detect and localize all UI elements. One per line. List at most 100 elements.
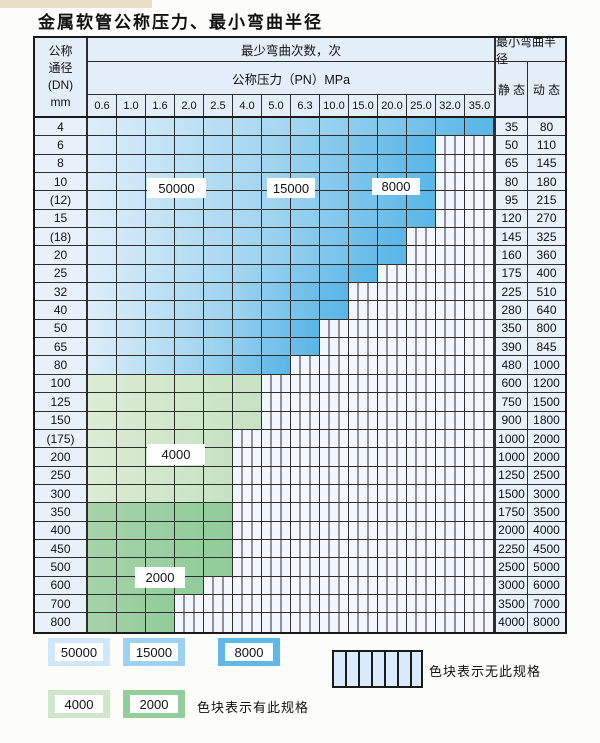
- static-radius-cell: 3000: [494, 576, 528, 594]
- table-header: 公称 通径 (DN) mm 最少弯曲次数，次 最小弯曲半径 公称压力（PN）MP…: [35, 35, 565, 118]
- no-spec-span: [436, 209, 494, 228]
- dynamic-radius-cell: 800: [528, 319, 565, 338]
- legend-value: 4000: [55, 695, 103, 713]
- pressure-header-cell: 5.0: [262, 95, 291, 116]
- table-row: (175) 1000 2000: [35, 429, 565, 449]
- dn-cell: 4: [35, 118, 88, 136]
- dynamic-radius-cell: 845: [528, 338, 565, 356]
- no-spec-span: [349, 283, 494, 301]
- dn-cell: 80: [35, 356, 88, 374]
- spec-available-span: [88, 594, 175, 613]
- dynamic-radius-cell: 3000: [528, 484, 565, 503]
- no-spec-span: [407, 246, 494, 264]
- dynamic-radius-cell: 400: [528, 264, 565, 283]
- spec-available-span: [88, 228, 407, 246]
- no-spec-span: [378, 264, 494, 283]
- legend-swatch: 4000: [48, 690, 110, 718]
- table-row: 350 1750 3500: [35, 503, 565, 522]
- dn-cell: 40: [35, 301, 88, 319]
- dn-header-line: 通径: [48, 61, 73, 75]
- no-spec-span: [436, 136, 494, 154]
- static-radius-cell: 95: [494, 191, 528, 209]
- dynamic-radius-cell: 110: [528, 136, 565, 154]
- legend-value: 8000: [225, 643, 273, 661]
- legend-swatch: 2000: [123, 690, 185, 718]
- spec-available-span: [88, 429, 233, 448]
- static-radius-cell: 1500: [494, 484, 528, 503]
- no-spec-span: [262, 374, 494, 393]
- no-spec-span: [407, 228, 494, 246]
- static-radius-cell: 480: [494, 356, 528, 374]
- dynamic-radius-cell: 4000: [528, 521, 565, 539]
- no-spec-span: [291, 356, 494, 374]
- no-spec-span: [233, 539, 494, 558]
- static-radius-cell: 1000: [494, 429, 528, 448]
- table-row: 50 350 800: [35, 319, 565, 339]
- dynamic-radius-cell: 5000: [528, 558, 565, 576]
- static-radius-cell: 3500: [494, 594, 528, 613]
- dn-cell: 800: [35, 613, 88, 632]
- dn-cell: 50: [35, 319, 88, 338]
- dn-header-line: (DN): [47, 78, 74, 92]
- pressure-header-row: 0.6 1.0 1.6 2.0 2.5 4.0 5.0 6.3 10.0 15.0 20.0 25.0…: [88, 95, 494, 116]
- dynamic-radius-cell: 2000: [528, 448, 565, 466]
- no-spec-span: [349, 301, 494, 319]
- dn-cell: 200: [35, 448, 88, 466]
- spec-available-span: [88, 558, 233, 576]
- no-spec-span: [436, 154, 494, 173]
- cycle-count-label: 50000: [147, 178, 206, 198]
- pressure-header-cell: 25.0: [407, 95, 436, 116]
- no-spec-span: [233, 503, 494, 521]
- no-spec-span: [436, 173, 494, 191]
- dynamic-radius-cell: 215: [528, 191, 565, 209]
- top-strip: [0, 0, 152, 8]
- no-spec-span: [320, 319, 494, 338]
- pn-header: 公称压力（PN）MPa: [88, 62, 494, 95]
- legend-swatch: 15000: [123, 638, 185, 666]
- dn-cell: 25: [35, 264, 88, 283]
- no-spec-span: [233, 466, 494, 484]
- static-radius-cell: 2000: [494, 521, 528, 539]
- dn-header-cell: 公称 通径 (DN) mm: [35, 38, 88, 116]
- spec-available-span: [88, 338, 320, 356]
- cycle-count-label: 8000: [372, 178, 420, 195]
- table-row: 450 2250 4500: [35, 539, 565, 559]
- pressure-header-cell: 6.3: [291, 95, 320, 116]
- pressure-header-cell: 4.0: [233, 95, 262, 116]
- table-row: 150 900 1800: [35, 411, 565, 430]
- dn-header-line: 公称: [48, 44, 73, 58]
- static-radius-cell: 280: [494, 301, 528, 319]
- cycle-count-label: 2000: [135, 567, 185, 588]
- dn-cell: 65: [35, 338, 88, 356]
- cycle-count-label: 4000: [147, 444, 205, 465]
- no-spec-swatch: [332, 650, 423, 688]
- dynamic-radius-cell: 6000: [528, 576, 565, 594]
- static-radius-cell: 4000: [494, 613, 528, 632]
- static-radius-cell: 1250: [494, 466, 528, 484]
- spec-available-span: [88, 264, 378, 283]
- dynamic-radius-cell: 80: [528, 118, 565, 136]
- spec-available-span: [88, 521, 233, 539]
- no-spec-span: [320, 338, 494, 356]
- legend-swatch: 50000: [48, 638, 110, 666]
- table-row: 40 280 640: [35, 301, 565, 320]
- static-radius-cell: 900: [494, 411, 528, 429]
- pressure-header-cell: 15.0: [349, 95, 378, 116]
- table-row: 800 4000 8000: [35, 613, 565, 632]
- dn-cell: 20: [35, 246, 88, 264]
- legend-value: 2000: [130, 695, 178, 713]
- table-row: (18) 145 325: [35, 228, 565, 247]
- table-row: 8 65 145: [35, 154, 565, 174]
- spec-available-span: [88, 209, 436, 228]
- pressure-header-cell: 2.0: [175, 95, 204, 116]
- dn-cell: 700: [35, 594, 88, 613]
- spec-available-span: [88, 356, 291, 374]
- dynamic-radius-cell: 2000: [528, 429, 565, 448]
- cycle-count-label: 15000: [267, 178, 315, 198]
- spec-available-span: [88, 118, 494, 136]
- pressure-header-cell: 0.6: [88, 95, 117, 116]
- no-spec-span: [233, 429, 494, 448]
- spec-available-span: [88, 374, 262, 393]
- table-row: 700 3500 7000: [35, 594, 565, 614]
- dn-cell: 150: [35, 411, 88, 429]
